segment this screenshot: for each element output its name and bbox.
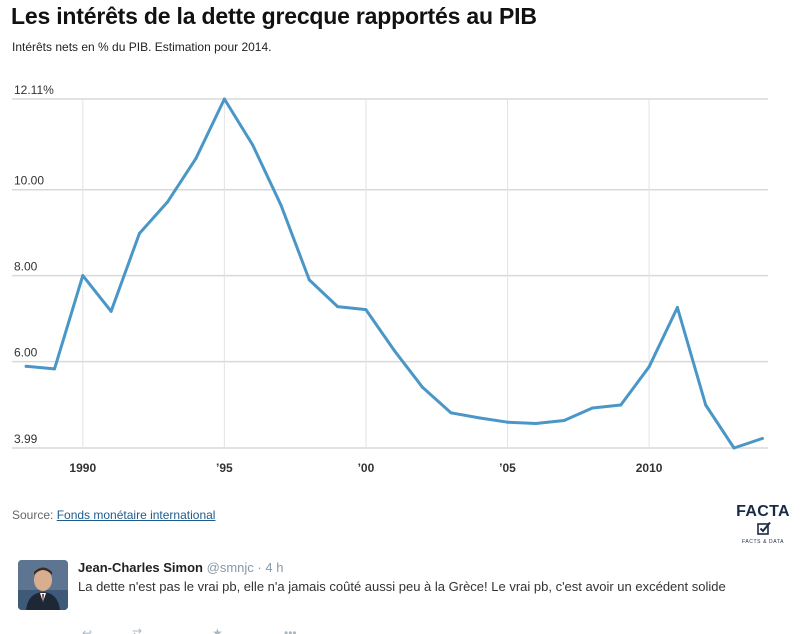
y-tick-label: 3.99 — [14, 432, 38, 446]
x-tick-label: ’00 — [358, 461, 375, 475]
series-line-0 — [24, 97, 764, 450]
data-point[interactable] — [307, 278, 311, 282]
x-axis-labels: 1990 ’95 ’00 ’05 2010 — [69, 461, 662, 475]
data-point[interactable] — [24, 364, 28, 368]
favorite-icon[interactable]: ★ — [212, 626, 223, 634]
x-tick-label: 2010 — [636, 461, 663, 475]
brand-tagline: FACTS & DATA — [741, 539, 785, 545]
x-tick-label: ’05 — [499, 461, 516, 475]
data-point[interactable] — [477, 416, 481, 420]
tweet-text: La dette n'est pas le vrai pb, elle n'a … — [78, 579, 726, 594]
data-point[interactable] — [81, 274, 85, 278]
y-tick-label: 10.00 — [14, 174, 44, 188]
data-point[interactable] — [619, 403, 623, 407]
facta-logo: FACTA FACTS & DATA — [730, 503, 796, 545]
source-line: Source: Fonds monétaire international — [12, 508, 215, 522]
x-tick-label: ’95 — [216, 461, 233, 475]
data-point[interactable] — [760, 437, 764, 441]
user-portrait-icon — [18, 560, 68, 610]
vertical-gridlines — [82, 99, 650, 448]
data-point[interactable] — [109, 309, 113, 313]
x-tick-label: 1990 — [69, 461, 96, 475]
tweet-separator: · — [257, 560, 262, 575]
data-point[interactable] — [222, 97, 226, 101]
avatar[interactable] — [18, 560, 68, 610]
data-point[interactable] — [562, 418, 566, 422]
tweet-timestamp[interactable]: 4 h — [265, 560, 284, 575]
chart-subtitle: Intérêts nets en % du PIB. Estimation po… — [12, 40, 272, 54]
data-point[interactable] — [506, 420, 510, 424]
data-point[interactable] — [194, 156, 198, 160]
data-point[interactable] — [449, 411, 453, 415]
y-tick-label: 8.00 — [14, 260, 38, 274]
data-point[interactable] — [647, 365, 651, 369]
chart-title: Les intérêts de la dette grecque rapport… — [11, 3, 537, 29]
data-point[interactable] — [590, 406, 594, 410]
data-point[interactable] — [364, 308, 368, 312]
data-point[interactable] — [392, 348, 396, 352]
data-point[interactable] — [534, 422, 538, 426]
data-point[interactable] — [704, 403, 708, 407]
tweet-actions: ↩ ⇄ ★ ••• — [78, 620, 398, 634]
tweet-header: Jean-Charles Simon @smnjc · 4 h — [78, 560, 283, 575]
data-point[interactable] — [732, 446, 736, 450]
y-tick-label: 12.11% — [14, 83, 54, 97]
data-point[interactable] — [421, 385, 425, 389]
data-point[interactable] — [137, 232, 141, 236]
brand-name: FACTA — [736, 503, 790, 520]
y-axis-labels: 12.11% 10.00 8.00 6.00 3.99 — [14, 83, 54, 446]
data-point[interactable] — [52, 367, 56, 371]
y-tick-label: 6.00 — [14, 346, 38, 360]
checkbox-check-icon — [756, 521, 771, 535]
data-point[interactable] — [279, 203, 283, 207]
data-point[interactable] — [336, 305, 340, 309]
source-link[interactable]: Fonds monétaire international — [56, 508, 216, 522]
reply-icon[interactable]: ↩ — [82, 626, 93, 634]
tweet-author-name[interactable]: Jean-Charles Simon — [78, 560, 203, 575]
source-prefix: Source: — [12, 508, 54, 522]
horizontal-gridlines — [12, 98, 768, 449]
data-point[interactable] — [675, 305, 679, 309]
data-point[interactable] — [251, 143, 255, 147]
series-layer — [24, 97, 764, 450]
tweet-author-handle[interactable]: @smnjc — [206, 560, 254, 575]
more-icon[interactable]: ••• — [284, 626, 297, 634]
data-point[interactable] — [166, 200, 170, 204]
line-chart: 12.11% 10.00 8.00 6.00 3.99 1990 ’95 ’00 ’05 201… — [12, 83, 768, 475]
retweet-icon[interactable]: ⇄ — [132, 626, 143, 634]
